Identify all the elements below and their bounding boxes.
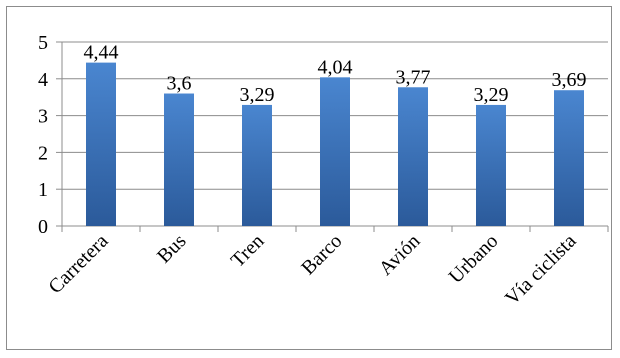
bar (164, 93, 194, 227)
bar (398, 87, 428, 226)
data-label: 3,6 (167, 73, 192, 95)
bar (320, 77, 350, 226)
bar (554, 90, 584, 226)
y-tick-label: 2 (38, 142, 48, 164)
x-tick-label: Carretera (44, 230, 112, 298)
data-label: 3,29 (474, 84, 509, 106)
y-tick-label: 5 (38, 32, 48, 54)
y-axis-ticks: 0 1 2 3 4 5 (38, 32, 48, 238)
y-tick-label: 0 (38, 216, 48, 238)
x-tick-label: Tren (227, 230, 269, 272)
bar (86, 62, 116, 226)
bar (476, 104, 506, 226)
data-labels: 4,44 3,6 3,29 4,04 3,77 3,29 3,69 (84, 42, 587, 106)
data-label: 4,44 (84, 42, 119, 64)
data-label: 3,77 (396, 66, 431, 88)
y-tick-label: 3 (38, 106, 48, 128)
x-tick-label: Urbano (445, 230, 503, 288)
x-tick-label: Bus (153, 230, 191, 268)
data-label: 3,29 (240, 84, 275, 106)
x-tick-label: Barco (297, 230, 346, 279)
bars (86, 62, 584, 227)
bar (242, 104, 272, 226)
x-tick-label: Vía ciclista (501, 230, 581, 310)
y-tick-label: 1 (38, 179, 48, 201)
y-tick-label: 4 (38, 69, 48, 91)
data-label: 4,04 (318, 56, 353, 78)
data-label: 3,69 (552, 69, 587, 91)
x-tick-label: Avión (375, 230, 425, 280)
